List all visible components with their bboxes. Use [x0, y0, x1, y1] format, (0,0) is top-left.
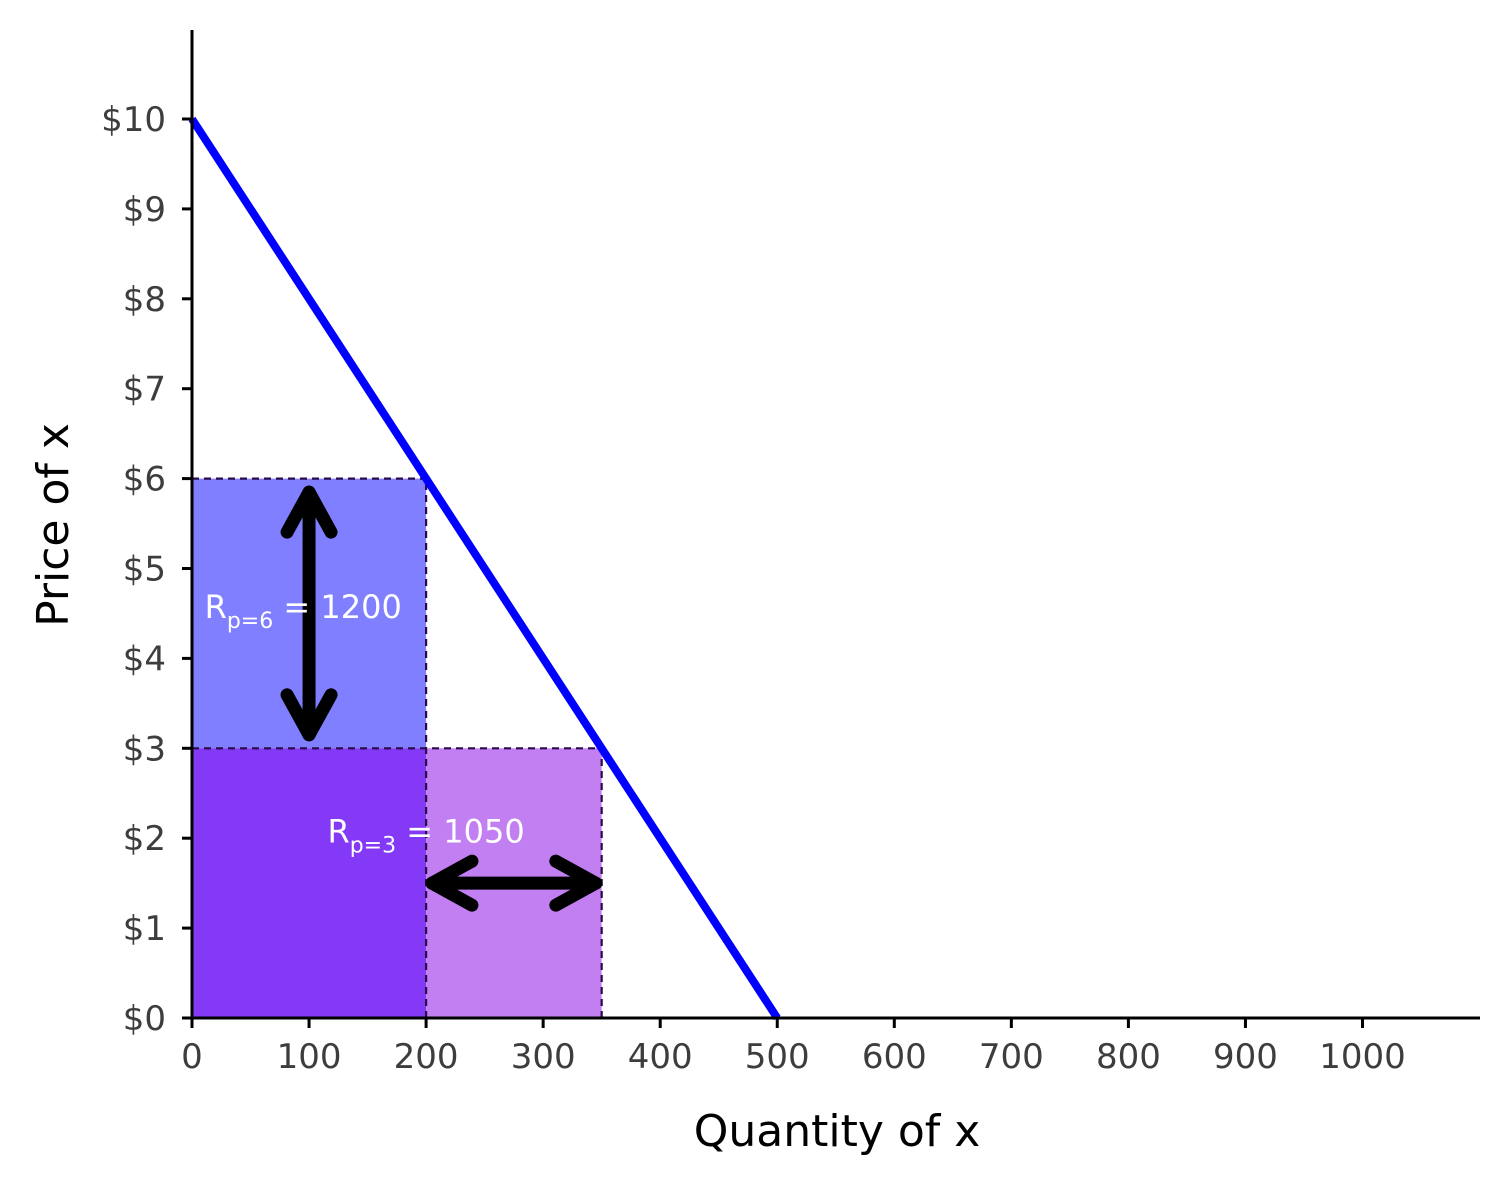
x-axis-title: Quantity of x — [694, 1106, 981, 1157]
x-tick-label-8: 800 — [1096, 1037, 1161, 1077]
arrows — [280, 485, 603, 912]
revenue-label-main-1: R — [327, 813, 349, 851]
x-tick-label-3: 300 — [511, 1037, 576, 1077]
y-tick-label-2: $2 — [123, 819, 166, 859]
y-tick-label-5: $5 — [123, 550, 166, 590]
arrow-head-end-1 — [549, 854, 603, 912]
x-tick-label-9: 900 — [1213, 1037, 1278, 1077]
revenue-label-sub-0: p=6 — [227, 609, 273, 634]
y-tick-label-4: $4 — [123, 639, 166, 679]
revenue-label-1: Rp=3 = 1050 — [327, 813, 524, 859]
x-tick-label-5: 500 — [745, 1037, 810, 1077]
y-axis-title: Price of x — [28, 423, 79, 627]
demand-line — [188, 116, 781, 1021]
x-tick-label-0: 0 — [181, 1037, 203, 1077]
revenue-label-value-1: = 1050 — [396, 813, 525, 851]
revenue-label-main-0: R — [205, 588, 227, 626]
x-tick-label-6: 600 — [862, 1037, 927, 1077]
x-tick-label-2: 200 — [394, 1037, 459, 1077]
demand-curve-layer — [188, 116, 781, 1021]
arrow-head-start-1 — [425, 854, 479, 912]
y-tick-label-3: $3 — [123, 729, 166, 769]
y-tick-label-7: $7 — [123, 370, 166, 410]
y-tick-label-9: $9 — [123, 190, 166, 230]
x-tick-label-10: 1000 — [1319, 1037, 1406, 1077]
x-tick-label-1: 100 — [277, 1037, 342, 1077]
revenue-label-value-0: = 1200 — [273, 588, 402, 626]
revenue-label-sub-1: p=3 — [350, 834, 396, 859]
y-tick-label-10: $10 — [101, 100, 166, 140]
x-tick-label-4: 400 — [628, 1037, 693, 1077]
revenue-region-1 — [192, 748, 427, 1018]
x-tick-label-7: 700 — [979, 1037, 1044, 1077]
axes — [182, 30, 1480, 1028]
y-tick-label-0: $0 — [123, 999, 166, 1039]
revenue-label-0: Rp=6 = 1200 — [205, 588, 402, 634]
arrow-head-start-0 — [280, 485, 338, 539]
y-tick-label-1: $1 — [123, 909, 166, 949]
tick-labels: 0 100 200 300 400 500 600 700 800 900 1000 $0 $1 $2 $3… — [101, 100, 1406, 1077]
arrow-head-end-0 — [280, 688, 338, 742]
y-tick-label-6: $6 — [123, 460, 166, 500]
y-tick-label-8: $8 — [123, 280, 166, 320]
